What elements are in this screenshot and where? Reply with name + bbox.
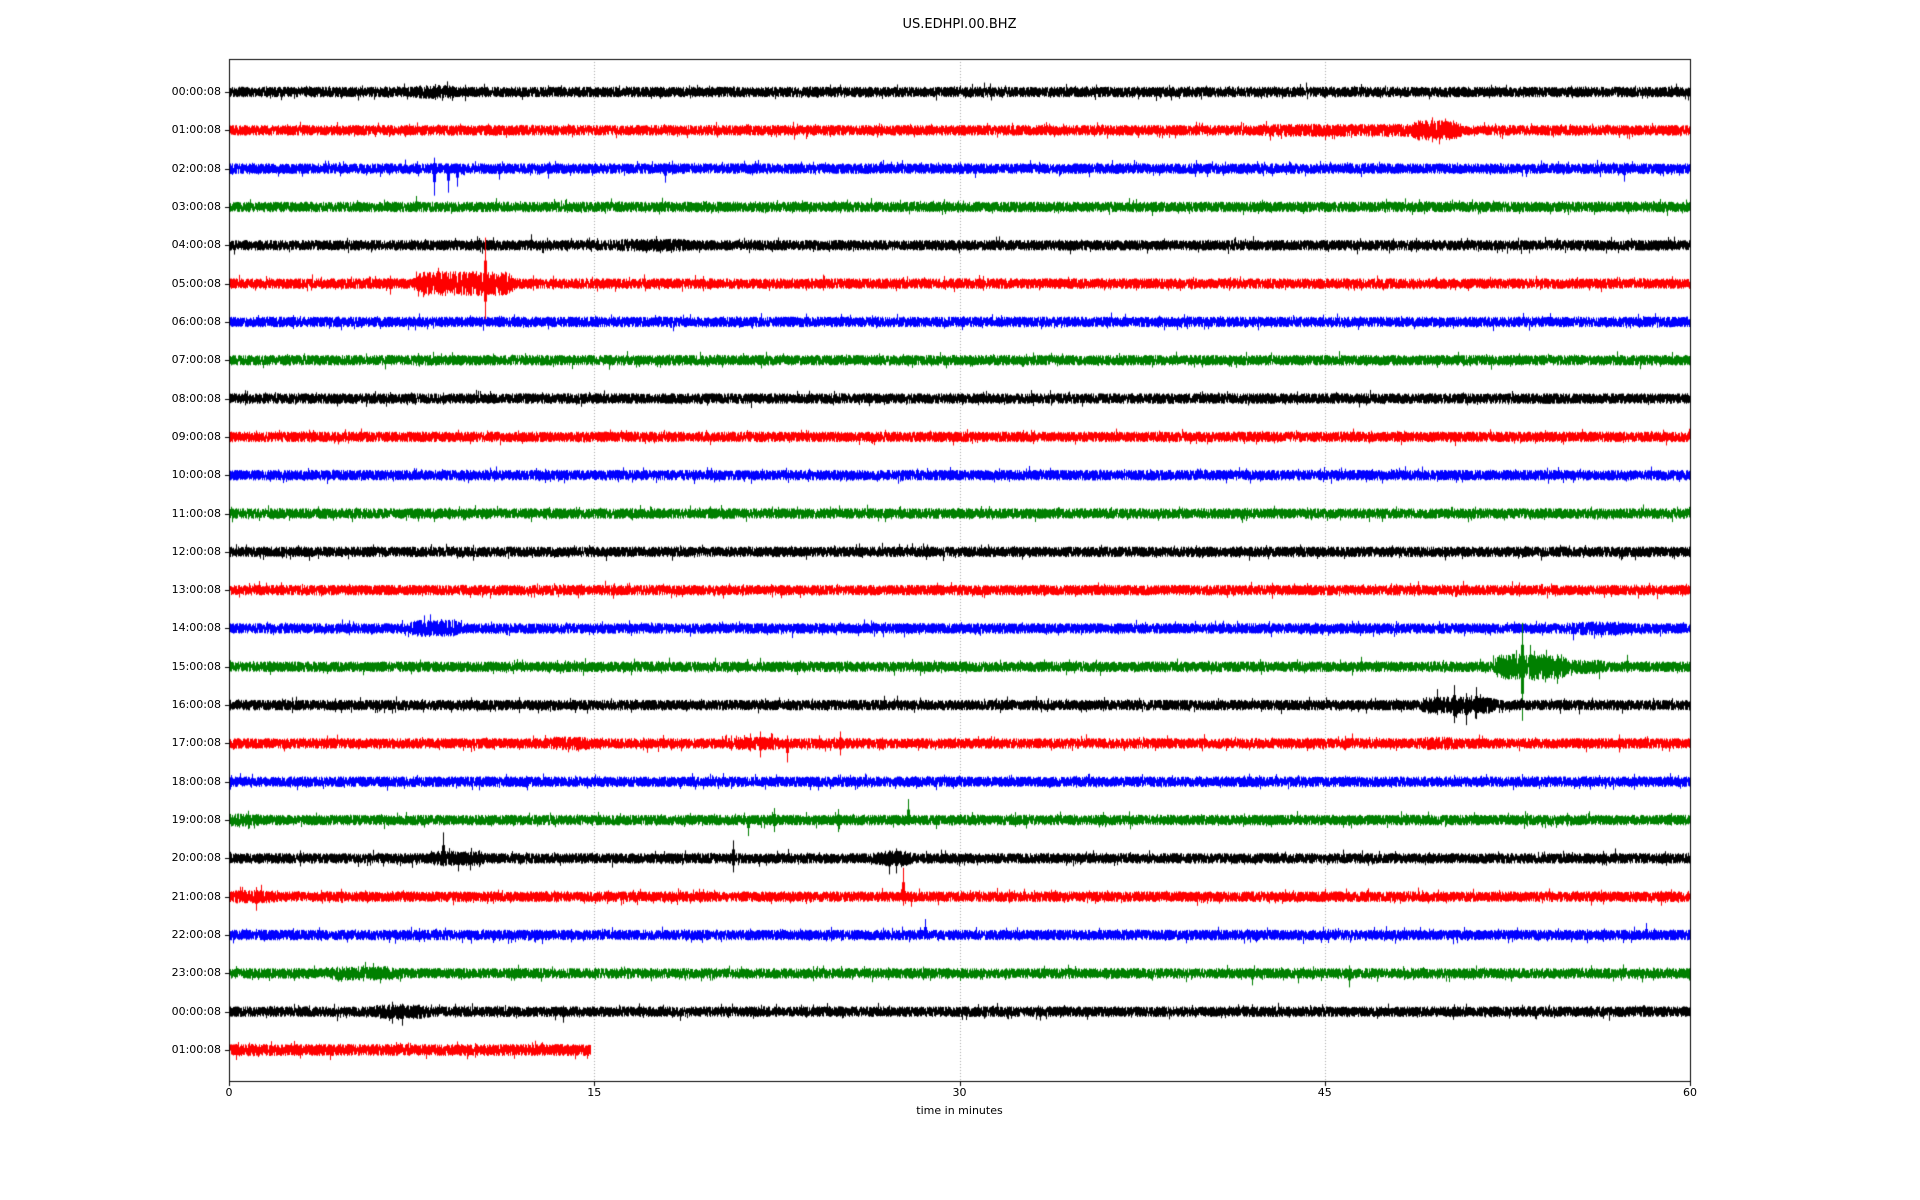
trace-label: 21:00:08 — [171, 889, 221, 903]
trace-label: 15:00:08 — [171, 659, 221, 673]
trace-label: 01:00:08 — [171, 1042, 221, 1056]
trace-label: 20:00:08 — [171, 851, 221, 865]
trace-label: 02:00:08 — [171, 161, 221, 175]
trace-label: 01:00:08 — [171, 123, 221, 137]
x-tick-label: 60 — [1683, 1086, 1697, 1099]
trace-label: 05:00:08 — [171, 276, 221, 290]
x-tick-label: 30 — [952, 1086, 967, 1099]
trace-label: 06:00:08 — [171, 314, 221, 328]
trace-label: 11:00:08 — [171, 506, 221, 520]
trace-label: 13:00:08 — [171, 583, 221, 597]
x-tick-label: 15 — [587, 1086, 602, 1099]
trace-label: 17:00:08 — [171, 736, 221, 750]
trace-label: 16:00:08 — [171, 698, 221, 712]
trace-label: 10:00:08 — [171, 468, 221, 482]
trace-label: 18:00:08 — [171, 774, 221, 788]
trace-label: 03:00:08 — [171, 199, 221, 213]
chart-title: US.EDHPI.00.BHZ — [902, 17, 1017, 32]
trace-label: 12:00:08 — [171, 544, 221, 558]
trace-label: 04:00:08 — [171, 238, 221, 252]
trace-label: 07:00:08 — [171, 353, 221, 367]
trace-label: 08:00:08 — [171, 391, 221, 405]
trace-label: 19:00:08 — [171, 813, 221, 827]
x-tick-label: 0 — [225, 1086, 233, 1099]
x-axis-title: time in minutes — [916, 1104, 1003, 1117]
trace-label: 22:00:08 — [171, 928, 221, 942]
trace-label: 14:00:08 — [171, 621, 221, 635]
trace-label: 00:00:08 — [171, 1004, 221, 1018]
trace-label: 09:00:08 — [171, 429, 221, 443]
trace-label: 23:00:08 — [171, 966, 221, 980]
x-tick-label: 45 — [1317, 1086, 1332, 1099]
trace-label: 00:00:08 — [171, 84, 221, 98]
